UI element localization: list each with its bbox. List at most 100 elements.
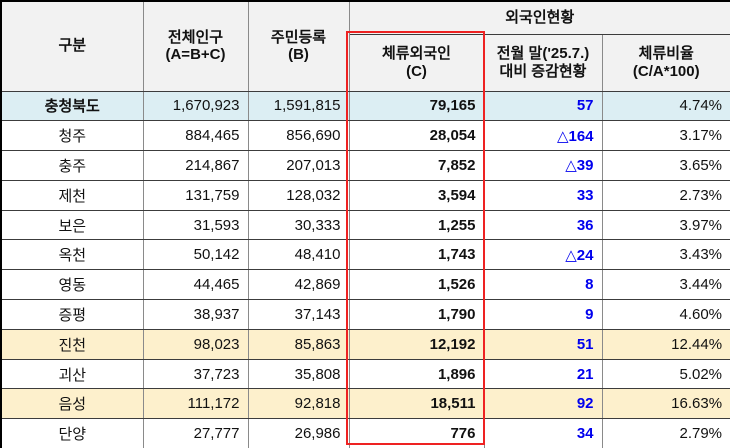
total-population-value: 27,777 [142, 418, 249, 448]
region-name: 단양 [0, 418, 144, 448]
table-row-okcheon: 옥천 50,142 48,410 1,743 △24 3.43% [0, 239, 730, 271]
monthly-change-value: 8 [483, 269, 603, 301]
monthly-change-value: 36 [483, 209, 603, 241]
residence-ratio-value: 12.44% [601, 328, 730, 360]
foreign-residents-value: 3,594 [348, 179, 485, 211]
foreign-residents-value: 1,790 [348, 299, 485, 330]
resident-registration-value: 207,013 [247, 150, 350, 181]
foreign-residents-value: 18,511 [348, 388, 485, 420]
table-row-chungju: 충주 214,867 207,013 7,852 △39 3.65% [0, 150, 730, 181]
resident-registration-value: 85,863 [247, 328, 350, 360]
total-population-value: 884,465 [142, 120, 249, 152]
header-resident-registration-line1: 주민등록 [270, 28, 327, 46]
residence-ratio-value: 2.79% [601, 418, 730, 448]
table-row-jeungpyeong: 증평 38,937 37,143 1,790 9 4.60% [0, 299, 730, 330]
resident-registration-value: 92,818 [247, 388, 350, 420]
foreign-residents-value: 1,743 [348, 239, 485, 271]
region-name: 충주 [0, 150, 144, 181]
table-row-jincheon: 진천 98,023 85,863 12,192 51 12.44% [0, 328, 730, 360]
total-population-value: 1,670,923 [142, 90, 249, 122]
foreign-residents-value: 1,526 [348, 269, 485, 301]
region-name: 청주 [0, 120, 144, 152]
foreign-residents-value: 1,896 [348, 358, 485, 390]
foreign-residents-value: 12,192 [348, 328, 485, 360]
region-name: 충청북도 [0, 90, 144, 122]
region-name: 제천 [0, 179, 144, 211]
resident-registration-value: 26,986 [247, 418, 350, 448]
header-monthly-change-line1: 전월 말('25.7.) [496, 44, 590, 62]
total-population-value: 31,593 [142, 209, 249, 241]
header-monthly-change: 전월 말('25.7.) 대비 증감현황 [483, 33, 603, 92]
header-total-population-line2: (A=B+C) [165, 46, 226, 64]
header-total-population: 전체인구 (A=B+C) [142, 0, 249, 92]
total-population-value: 98,023 [142, 328, 249, 360]
foreign-residents-value: 79,165 [348, 90, 485, 122]
header-resident-registration: 주민등록 (B) [247, 0, 350, 92]
total-population-value: 131,759 [142, 179, 249, 211]
monthly-change-value: 92 [483, 388, 603, 420]
region-name: 증평 [0, 299, 144, 330]
residence-ratio-value: 3.17% [601, 120, 730, 152]
header-foreigner-status-group: 외국인현황 [348, 0, 730, 35]
foreign-residents-value: 776 [348, 418, 485, 448]
table-row-danyang: 단양 27,777 26,986 776 34 2.79% [0, 418, 730, 448]
header-resident-registration-line2: (B) [288, 46, 309, 64]
region-name: 보은 [0, 209, 144, 241]
residence-ratio-value: 3.44% [601, 269, 730, 301]
region-name: 진천 [0, 328, 144, 360]
residence-ratio-value: 4.74% [601, 90, 730, 122]
total-population-value: 44,465 [142, 269, 249, 301]
monthly-change-value: 34 [483, 418, 603, 448]
residence-ratio-value: 16.63% [601, 388, 730, 420]
header-residence-ratio-line2: (C/A*100) [632, 62, 700, 80]
residence-ratio-value: 2.73% [601, 179, 730, 211]
region-name: 영동 [0, 269, 144, 301]
header-foreign-residents-line2: (C) [406, 62, 427, 80]
resident-registration-value: 128,032 [247, 179, 350, 211]
monthly-change-value: 33 [483, 179, 603, 211]
monthly-change-value: 51 [483, 328, 603, 360]
resident-registration-value: 37,143 [247, 299, 350, 330]
residence-ratio-value: 3.97% [601, 209, 730, 241]
table-row-boeun: 보은 31,593 30,333 1,255 36 3.97% [0, 209, 730, 241]
table-row-yeongdong: 영동 44,465 42,869 1,526 8 3.44% [0, 269, 730, 301]
monthly-change-value: 57 [483, 90, 603, 122]
header-category: 구분 [0, 0, 144, 92]
resident-registration-value: 856,690 [247, 120, 350, 152]
header-monthly-change-line2: 대비 증감현황 [499, 62, 587, 80]
header-residence-ratio-line1: 체류비율 [638, 44, 694, 62]
foreign-residents-value: 7,852 [348, 150, 485, 181]
total-population-value: 111,172 [142, 388, 249, 420]
table-row-jecheon: 제천 131,759 128,032 3,594 33 2.73% [0, 179, 730, 211]
table-row-goesan: 괴산 37,723 35,808 1,896 21 5.02% [0, 358, 730, 390]
header-row-sub: 체류외국인 (C) 전월 말('25.7.) 대비 증감현황 체류비율 (C/A… [1, 33, 730, 92]
total-population-value: 37,723 [142, 358, 249, 390]
monthly-change-value: 9 [483, 299, 603, 330]
resident-registration-value: 48,410 [247, 239, 350, 271]
monthly-change-value: 21 [483, 358, 603, 390]
header-foreign-residents-line1: 체류외국인 [381, 44, 451, 62]
header-total-population-line1: 전체인구 [167, 28, 224, 46]
table-row-eumseong: 음성 111,172 92,818 18,511 92 16.63% [0, 388, 730, 420]
table-row-chungcheongbukdo: 충청북도 1,670,923 1,591,815 79,165 57 4.74% [0, 90, 730, 122]
monthly-change-value: △24 [483, 239, 603, 271]
region-name: 옥천 [0, 239, 144, 271]
resident-registration-value: 35,808 [247, 358, 350, 390]
resident-registration-value: 42,869 [247, 269, 350, 301]
header-row-group: 구분 전체인구 (A=B+C) 주민등록 (B) 외국인현황 [0, 0, 730, 92]
total-population-value: 38,937 [142, 299, 249, 330]
total-population-value: 214,867 [142, 150, 249, 181]
total-population-value: 50,142 [142, 239, 249, 271]
residence-ratio-value: 5.02% [601, 358, 730, 390]
region-name: 음성 [0, 388, 144, 420]
header-residence-ratio: 체류비율 (C/A*100) [601, 33, 730, 92]
resident-registration-value: 30,333 [247, 209, 350, 241]
table-row-cheongju: 청주 884,465 856,690 28,054 △164 3.17% [0, 120, 730, 152]
monthly-change-value: △164 [483, 120, 603, 152]
header-foreign-residents: 체류외국인 (C) [348, 33, 485, 92]
residence-ratio-value: 3.65% [601, 150, 730, 181]
residence-ratio-value: 4.60% [601, 299, 730, 330]
residence-ratio-value: 3.43% [601, 239, 730, 271]
